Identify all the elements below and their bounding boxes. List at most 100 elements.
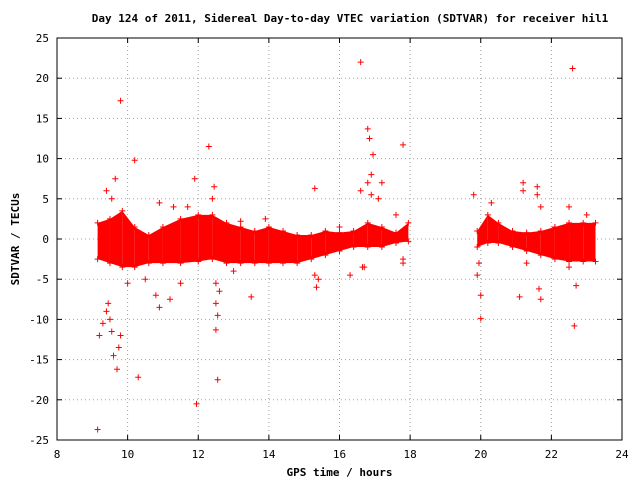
band-edge-point [119,264,126,271]
data-point [103,187,110,194]
band-edge-point [364,244,371,251]
data-point [516,293,523,300]
band-edge-point [393,240,399,247]
band-edge-point [159,223,166,230]
band-edge-point [308,231,315,238]
data-points [94,59,599,433]
band-edge-point [509,227,516,234]
band-edge-point [131,264,138,271]
band-edge-point [523,248,530,255]
data-point [167,296,173,303]
data-point [488,199,495,206]
band-edge-point [405,219,412,226]
x-tick-label: 8 [54,448,61,461]
band-edge-point [145,260,152,267]
data-point [114,366,121,373]
y-tick-label: 10 [36,153,49,166]
data-point [370,151,377,158]
band-edge-point [294,260,301,267]
data-point [152,292,159,299]
data-point [117,332,124,339]
band-edge-point [265,260,272,267]
data-point [237,218,244,225]
data-point [156,304,163,311]
band-edge-point [280,260,286,267]
data-point [364,179,371,186]
x-tick-label: 22 [545,448,558,461]
data-band-segment [283,230,298,264]
band-edge-point [393,229,399,236]
data-point [368,171,375,178]
x-tick-label: 20 [474,448,487,461]
data-point [262,215,269,222]
band-edge-point [94,219,101,226]
y-tick-label: -25 [29,434,49,447]
y-tick-label: 5 [42,193,49,206]
band-edge-point [223,219,230,226]
data-point [96,332,103,339]
band-edge-point [509,244,516,251]
data-point [131,157,138,164]
y-tick-label: 0 [42,233,49,246]
band-edge-point [251,227,258,234]
data-band-segment [226,222,241,264]
band-edge-point [106,215,113,222]
data-point [191,175,198,182]
data-point [357,187,364,194]
data-point [364,125,371,132]
band-edge-point [336,248,343,255]
data-band-segment [162,218,181,264]
band-edge-point [537,227,544,234]
data-point [566,203,573,210]
data-point [156,199,163,206]
band-edge-point [106,260,113,267]
band-edge-point [523,229,530,236]
y-tick-label: -10 [29,313,49,326]
x-tick-label: 14 [262,448,276,461]
chart-title: Day 124 of 2011, Sidereal Day-to-day VTE… [92,12,609,25]
data-point [400,260,407,267]
data-band-segment [512,230,527,252]
data-point [216,288,223,295]
data-point [569,65,576,72]
band-edge-point [537,252,544,259]
data-band-segment [540,226,555,260]
band-edge-point [119,207,126,214]
data-point [537,203,544,210]
band-edge-point [145,231,152,238]
data-point [537,296,544,303]
data-point [230,268,237,275]
y-tick-label: 25 [36,32,49,45]
x-tick-label: 18 [404,448,417,461]
y-tick-label: 15 [36,112,49,125]
band-edge-point [237,260,244,267]
band-edge-point [265,223,272,230]
data-band-segment [97,218,110,264]
band-edge-point [566,219,573,226]
band-edge-point [280,227,286,234]
data-band-segment [477,214,488,248]
band-edge-point [592,258,599,265]
data-point [124,280,131,287]
data-band-segment [180,214,199,264]
data-point [193,400,200,407]
y-tick-label: -15 [29,354,49,367]
data-point [212,280,219,287]
data-point [566,264,573,271]
data-point [357,59,364,66]
data-band-segment [339,230,354,252]
data-point [105,300,112,307]
data-band-segment [311,230,326,260]
band-edge-point [474,244,481,251]
data-band-segment [381,226,396,248]
x-tick-label: 24 [615,448,629,461]
band-edge-point [378,244,385,251]
data-point [212,300,219,307]
band-edge-point [177,215,184,222]
data-point [170,203,177,210]
data-band-segment [198,214,213,262]
band-edge-point [195,211,202,218]
data-point [94,426,101,433]
band-edge-point [195,258,202,265]
data-point [117,97,124,104]
